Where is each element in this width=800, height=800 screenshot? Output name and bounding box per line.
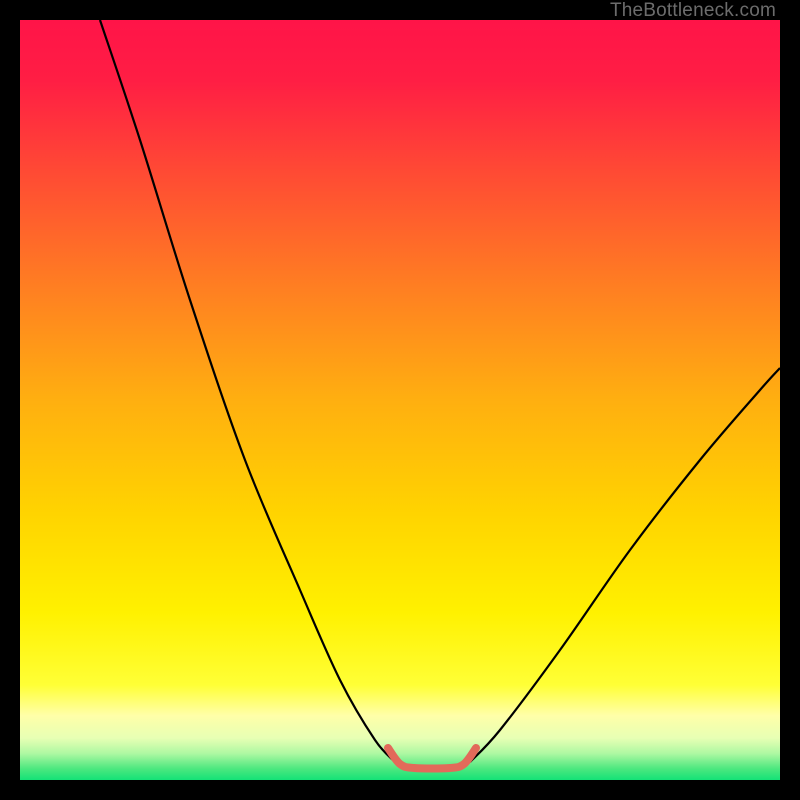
chart-container: TheBottleneck.com [0,0,800,800]
curve-layer [20,20,780,780]
v-curve-right [470,368,780,762]
floor-highlight [388,748,476,769]
plot-area [20,20,780,780]
watermark-text: TheBottleneck.com [610,0,776,22]
v-curve-left [100,20,395,762]
